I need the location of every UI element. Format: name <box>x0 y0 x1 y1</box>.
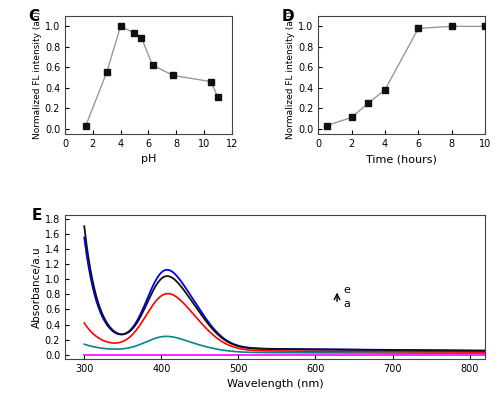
Y-axis label: Absorbance/a.u: Absorbance/a.u <box>32 246 42 328</box>
Y-axis label: Normalized FL intensity (au): Normalized FL intensity (au) <box>33 11 42 139</box>
Text: e: e <box>343 285 350 295</box>
Text: D: D <box>282 9 294 24</box>
X-axis label: Wavelength (nm): Wavelength (nm) <box>226 379 324 389</box>
Text: C: C <box>28 9 40 24</box>
Text: a: a <box>343 299 350 309</box>
Text: E: E <box>32 208 42 223</box>
Y-axis label: Normalized FL intensity (au): Normalized FL intensity (au) <box>286 11 296 139</box>
X-axis label: pH: pH <box>140 154 156 164</box>
X-axis label: Time (hours): Time (hours) <box>366 154 437 164</box>
